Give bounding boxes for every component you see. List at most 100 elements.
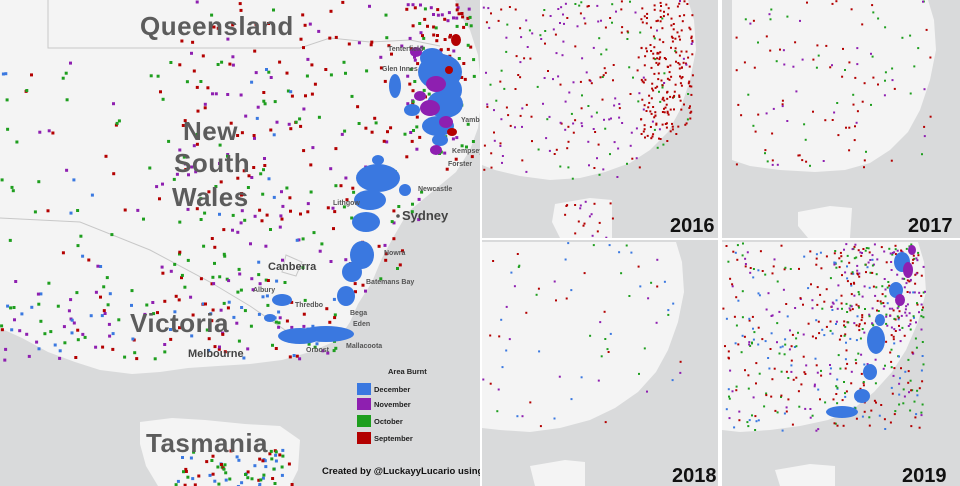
fire-dot (898, 355, 900, 358)
fire-dot (861, 314, 864, 317)
fire-dot (654, 111, 657, 114)
fire-dot (243, 309, 247, 313)
fire-dot (820, 369, 822, 372)
fire-dot (896, 315, 899, 318)
fire-dot (272, 467, 276, 471)
fire-dot (218, 212, 221, 216)
fire-dot (553, 417, 556, 420)
burnt-area (278, 328, 322, 344)
fire-dot (817, 388, 820, 391)
fire-dot (517, 266, 520, 268)
fire-dot (210, 459, 214, 462)
fire-dot (240, 192, 243, 195)
fire-dot (269, 449, 273, 453)
fire-dot (669, 95, 672, 98)
fire-dot (885, 340, 888, 343)
state-label-new: New (183, 116, 238, 146)
fire-dot (875, 401, 877, 404)
fire-dot (483, 144, 486, 147)
fire-dot (313, 82, 317, 86)
fire-dot (648, 94, 651, 97)
fire-dot (259, 172, 263, 176)
fire-dot (678, 2, 681, 5)
fire-dot (783, 63, 786, 66)
fire-dot (855, 121, 858, 124)
fire-dot (169, 328, 172, 331)
fire-dot (917, 47, 920, 50)
fire-dot (873, 243, 876, 246)
fire-dot (835, 0, 838, 3)
fire-dot (468, 15, 472, 19)
fire-dot (735, 69, 738, 72)
fire-dot (540, 38, 543, 40)
fire-dot (566, 147, 569, 150)
fire-dot (599, 76, 602, 79)
fire-dot (413, 80, 417, 83)
fire-dot (519, 61, 522, 64)
fire-dot (202, 244, 206, 248)
fire-dot (902, 402, 905, 405)
fire-dot (576, 25, 579, 28)
fire-dot (548, 149, 551, 152)
fire-dot (273, 482, 277, 485)
fire-dot (923, 125, 926, 128)
fire-dot (69, 211, 73, 215)
fire-dot (661, 98, 664, 101)
fire-dot (687, 56, 690, 59)
fire-dot (273, 100, 277, 104)
fire-dot (104, 154, 108, 158)
fire-dot (149, 74, 153, 78)
fire-dot (616, 176, 619, 178)
fire-dot (529, 401, 532, 404)
fire-dot (242, 169, 246, 173)
fire-dot (904, 311, 907, 314)
fire-dot (317, 29, 321, 33)
fire-dot (842, 424, 845, 427)
fire-dot (525, 170, 528, 173)
fire-dot (887, 281, 890, 283)
fire-dot (897, 316, 900, 319)
fire-dot (465, 22, 468, 26)
fire-dot (216, 63, 220, 66)
fire-dot (65, 168, 69, 172)
fire-dot (37, 302, 41, 306)
fire-dot (326, 351, 330, 355)
fire-dot (882, 367, 885, 370)
state-label-wales: Wales (172, 182, 249, 212)
fire-dot (844, 333, 847, 336)
fire-dot (207, 190, 211, 194)
fire-dot (771, 163, 774, 166)
fire-dot (552, 28, 555, 31)
fire-dot (791, 333, 794, 336)
fire-dot (873, 399, 876, 402)
fire-dot (153, 357, 157, 361)
fire-dot (405, 155, 409, 159)
fire-dot (601, 76, 604, 78)
fire-dot (659, 138, 662, 140)
panel-2019-land (722, 242, 926, 432)
fire-dot (725, 317, 728, 320)
fire-dot (858, 323, 861, 326)
fire-dot (916, 302, 918, 305)
fire-dot (644, 78, 647, 81)
fire-dot (729, 369, 732, 372)
fire-dot (312, 231, 316, 235)
fire-dot (56, 304, 60, 308)
fire-dot (850, 293, 853, 296)
fire-dot (884, 295, 887, 298)
fire-dot (653, 46, 656, 49)
fire-dot (604, 127, 607, 130)
fire-dot (255, 116, 259, 120)
fire-dot (864, 249, 867, 252)
fire-dot (658, 62, 661, 65)
fire-dot (590, 115, 593, 118)
fire-dot (637, 100, 640, 103)
fire-dot (837, 284, 840, 287)
fire-dot (844, 367, 847, 370)
fire-dot (553, 153, 556, 155)
fire-dot (184, 467, 188, 471)
fire-dot (384, 258, 388, 262)
fire-dot (521, 415, 524, 418)
fire-dot (609, 17, 612, 19)
fire-dot (423, 7, 427, 11)
